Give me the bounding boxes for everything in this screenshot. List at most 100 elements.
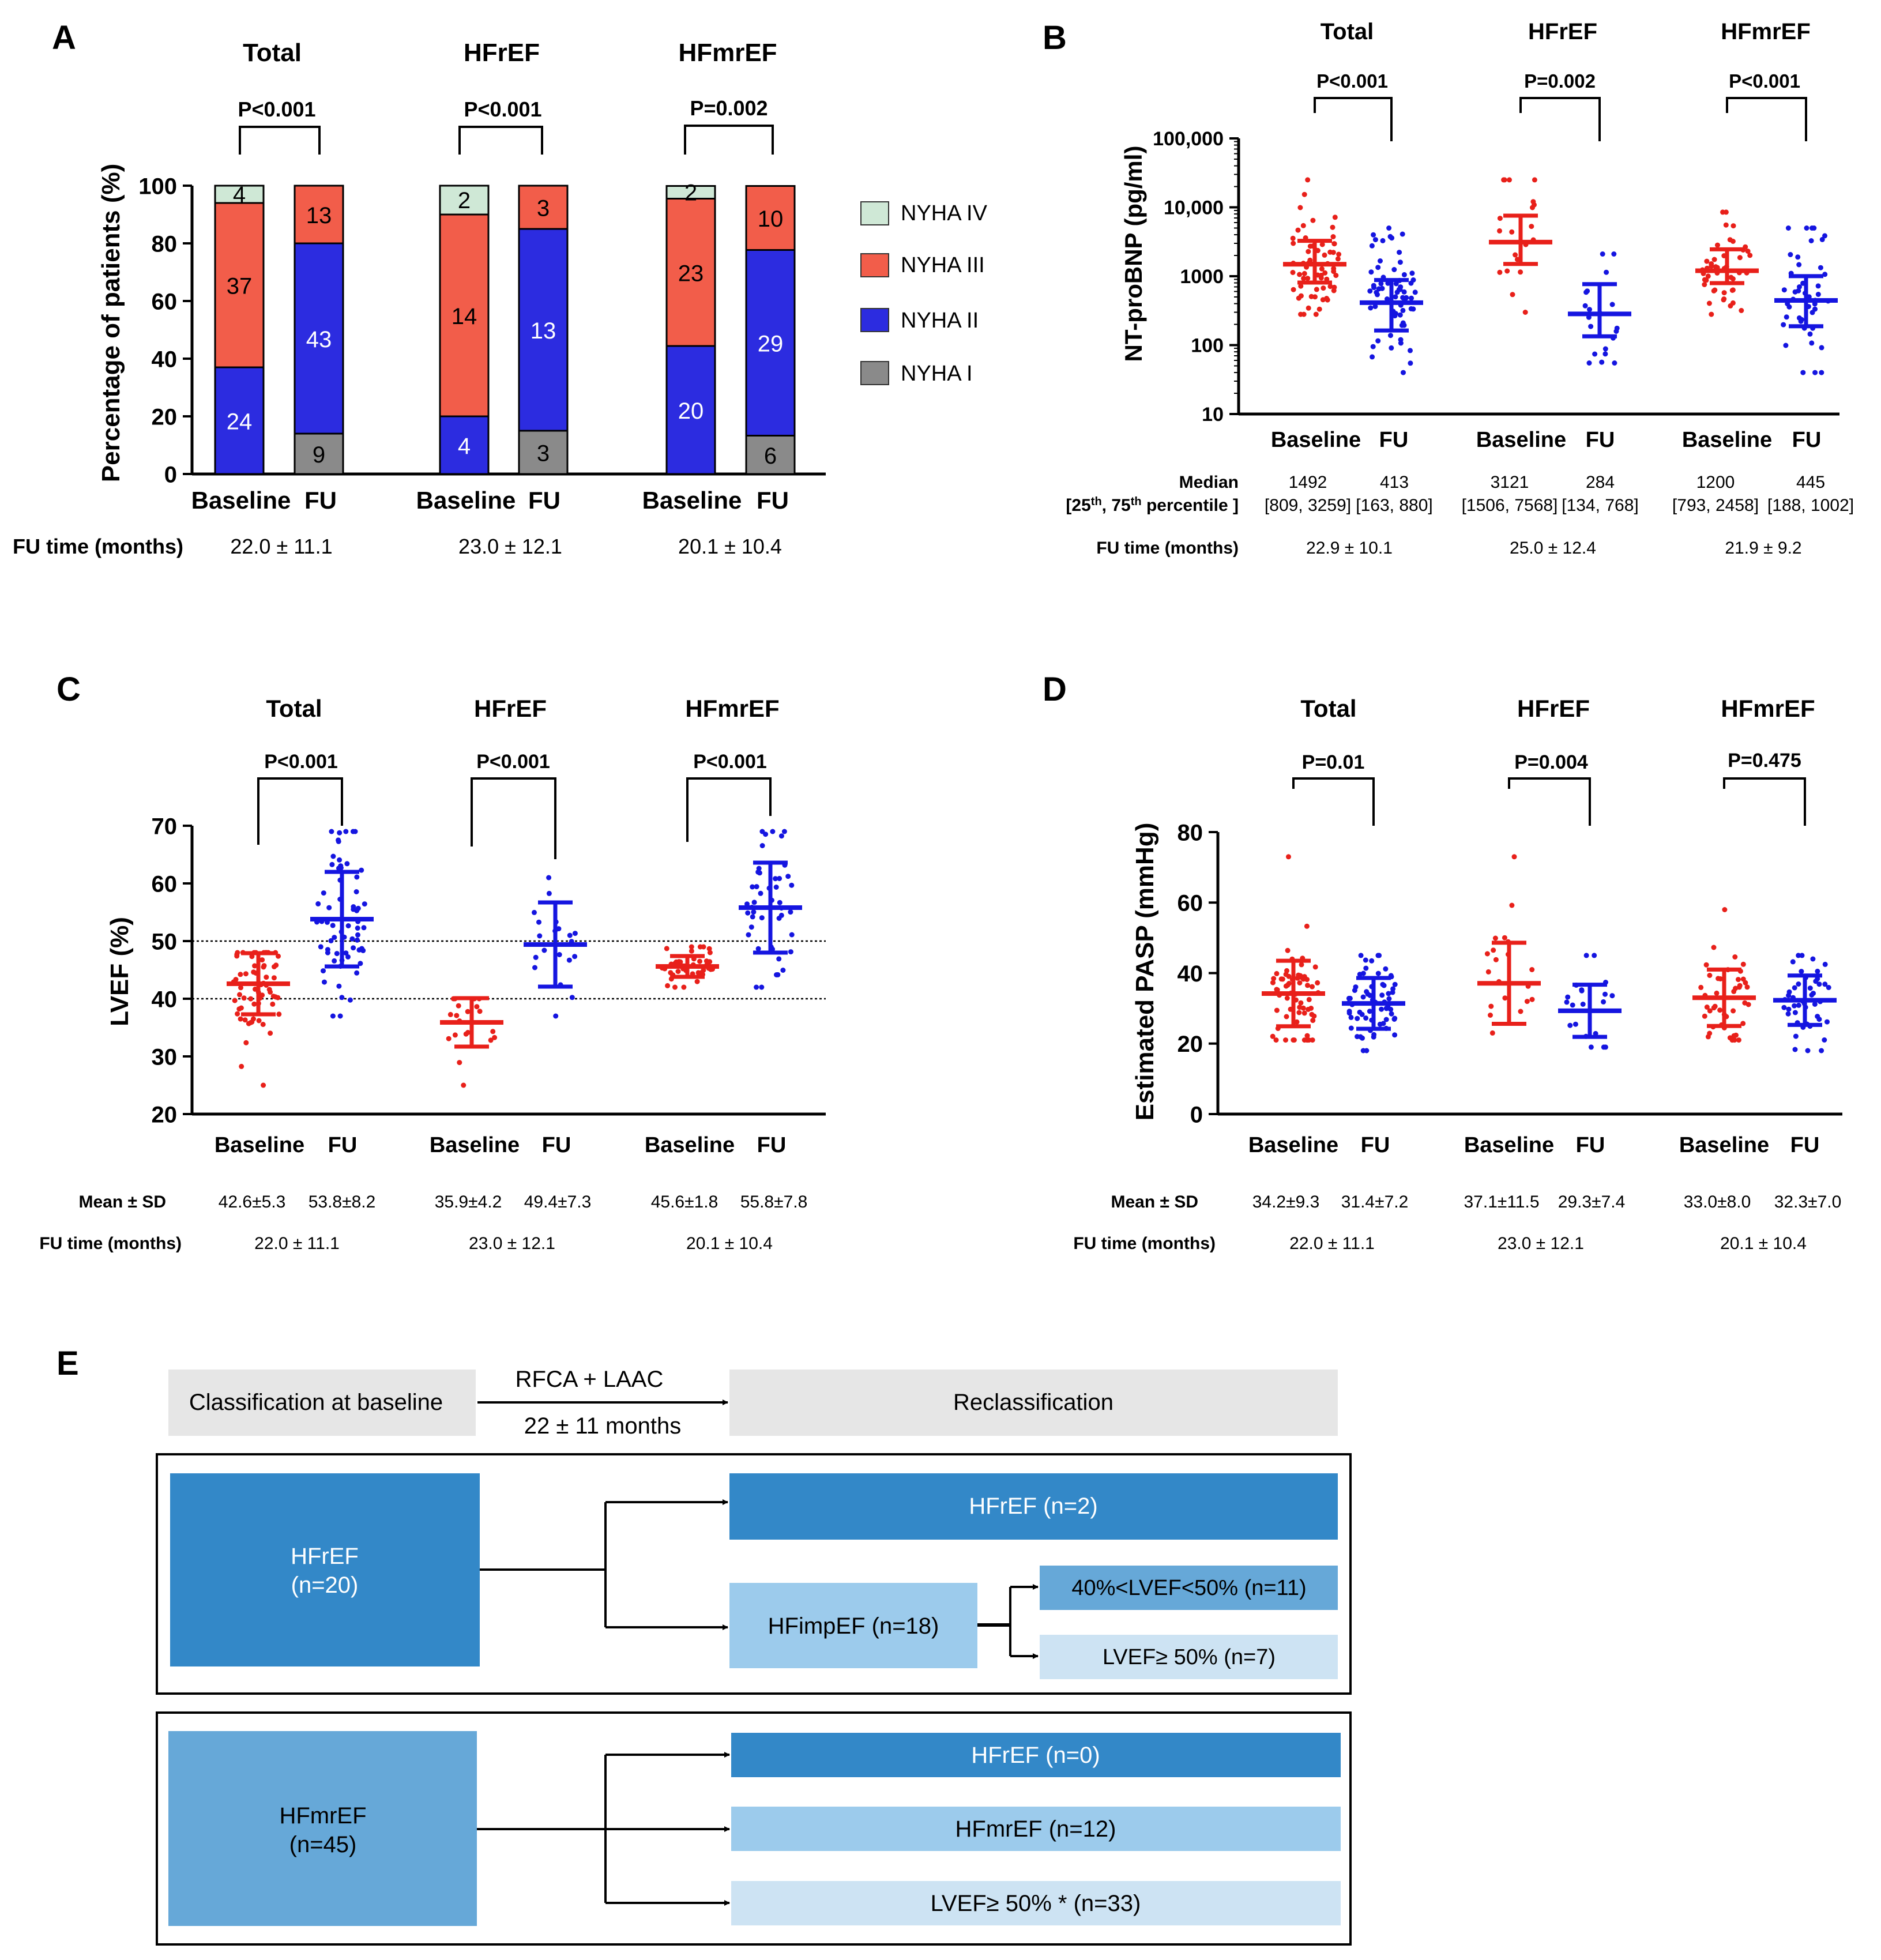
panel-b-hfmref-baseline-dot bbox=[1730, 276, 1736, 281]
target-box-hfref-n0 bbox=[731, 1733, 1341, 1777]
panel-d-total-baseline-dot bbox=[1304, 1033, 1310, 1039]
panel-b-hfref-fu-dot bbox=[1588, 323, 1594, 329]
panel-d-total-baseline-dot bbox=[1300, 1005, 1306, 1011]
panel-c-bracket-hfref bbox=[471, 777, 556, 859]
panel-a-bracket-total bbox=[239, 126, 321, 155]
panel-b-total-baseline-dot bbox=[1313, 311, 1319, 317]
panel-d-hfmref-baseline-dot bbox=[1736, 1037, 1741, 1043]
panel-c-hfmref-fu-dot bbox=[746, 932, 751, 938]
bar-segment-label-nyha-ii: 29 bbox=[758, 332, 784, 357]
panel-c-total-fu-dot bbox=[330, 923, 336, 928]
panel-a-bracket-hfref bbox=[458, 126, 543, 155]
bar-segment-nyha-ii bbox=[665, 345, 716, 475]
panel-b-total-baseline-dot bbox=[1312, 294, 1318, 300]
panel-c-hfmref-fu-dot bbox=[785, 874, 791, 879]
bar-segment-nyha-ii bbox=[439, 415, 490, 475]
panel-b-total-baseline-dot bbox=[1324, 276, 1330, 282]
panel-b-total-fu-dot bbox=[1400, 295, 1406, 300]
panel-d-total-baseline-dot bbox=[1284, 995, 1290, 1001]
panel-b-hfmref-baseline-dot bbox=[1711, 288, 1717, 294]
panel-d-hfmref-fu-dot bbox=[1822, 1037, 1827, 1043]
panel-b-hfmref-fu-dot bbox=[1815, 283, 1821, 289]
panel-d-total-fu-dot bbox=[1348, 1025, 1354, 1031]
panel-c-total-fu-dot bbox=[332, 935, 337, 941]
panel-c-total-baseline-dot bbox=[268, 1030, 273, 1036]
panel-d-fu-time-total: 22.0 ± 11.1 bbox=[1289, 1234, 1375, 1253]
panel-c-hfmref-fu-dot bbox=[770, 829, 776, 834]
panel-c-total-fu-dot bbox=[349, 936, 355, 942]
panel-c-total-fu-dot bbox=[356, 947, 362, 953]
panel-d-mean-hfmref-baseline: 33.0±8.0 bbox=[1684, 1192, 1751, 1212]
panel-d-total-baseline-dot bbox=[1306, 996, 1312, 1002]
panel-b-hfref-baseline-dot bbox=[1510, 292, 1515, 298]
panel-b-hfref-baseline-dot bbox=[1522, 310, 1528, 315]
panel-b-total-fu-dot bbox=[1370, 354, 1375, 360]
panel-d-hfmref-baseline-dot bbox=[1718, 976, 1723, 981]
panel-d-total-baseline-dot bbox=[1310, 984, 1315, 990]
panel-b-percentile-label: [25th, 75th percentile ] bbox=[1066, 495, 1239, 515]
panel-c-hfmref-fu-dot bbox=[777, 900, 783, 905]
panel-b-hfmref-fu-dot bbox=[1822, 272, 1828, 277]
panel-c-total-fu-dot bbox=[359, 867, 364, 873]
panel-c-ylabel: LVEF (%) bbox=[106, 917, 134, 1026]
target-hfimpef-text: HFimpEF (n=18) bbox=[768, 1613, 939, 1639]
panel-b-hfmref-baseline-dot bbox=[1747, 253, 1753, 258]
panel-b-ylabel: NT-proBNP (pg/ml) bbox=[1120, 146, 1147, 362]
panel-b-axes: 10 100 1000 10,000 100,000 bbox=[1153, 128, 1839, 426]
panel-b-fu-time-label: FU time (months) bbox=[1096, 539, 1239, 558]
panel-c-hfmref-baseline-dot bbox=[689, 948, 694, 954]
panel-b-ytick-label: 100 bbox=[1191, 335, 1224, 357]
panel-d-total-fu-dot bbox=[1371, 1032, 1377, 1037]
panel-c-hfref-baseline-dot bbox=[454, 1013, 460, 1018]
panel-c-fu-time-hfmref: 20.1 ± 10.4 bbox=[686, 1234, 773, 1253]
panel-d-total-baseline-dot bbox=[1273, 1037, 1279, 1043]
panel-c-total-baseline-dot bbox=[261, 1082, 266, 1088]
panel-b-total-baseline-dot bbox=[1331, 269, 1337, 274]
panel-a-ytick-label: 80 bbox=[152, 231, 178, 257]
panel-c-ytick-label: 30 bbox=[152, 1044, 178, 1070]
panel-b-total-baseline-dot bbox=[1336, 251, 1342, 257]
panel-c-hfref-fu-dot bbox=[566, 957, 572, 963]
panel-d-hfmref-fu-dot bbox=[1796, 1002, 1801, 1008]
panel-a-group-title-total: Total bbox=[243, 39, 302, 67]
panel-c-ytick-label: 20 bbox=[152, 1102, 178, 1127]
panel-d-hfmref-fu-dot bbox=[1812, 1002, 1818, 1007]
panel-b-total-fu-dot bbox=[1388, 333, 1393, 338]
panel-b-hfref-baseline-dot bbox=[1518, 269, 1523, 275]
panel-d-hfref-fu-dot bbox=[1572, 1021, 1578, 1027]
panel-c-hfmref-baseline-dot bbox=[689, 944, 694, 950]
panel-b-total-fu-dot bbox=[1385, 296, 1390, 302]
bar-segment-label-nyha-iii: 10 bbox=[758, 206, 784, 232]
panel-c-total-fu-dot bbox=[360, 947, 366, 953]
panel-c-total-baseline-dot bbox=[238, 1016, 243, 1022]
panel-d-fu-time-hfmref: 20.1 ± 10.4 bbox=[1720, 1234, 1807, 1253]
panel-a-ytick-label: 60 bbox=[152, 289, 178, 314]
panel-b-hfref-fu-dot bbox=[1583, 289, 1589, 295]
panel-b-hfmref-baseline-dot bbox=[1703, 277, 1709, 283]
panel-d-hfref-fu-dot bbox=[1570, 1002, 1575, 1008]
panel-d-total-baseline-dot bbox=[1278, 976, 1284, 982]
panel-d-ytick-label: 40 bbox=[1177, 961, 1203, 987]
panel-b-hfref-baseline-dot bbox=[1502, 177, 1507, 183]
panel-c-total-baseline-dot bbox=[271, 975, 277, 981]
panel-c-plot bbox=[227, 829, 802, 1088]
panel-b-total-baseline-dot bbox=[1327, 284, 1333, 289]
panel-b-total-fu-dot bbox=[1397, 250, 1402, 255]
panel-b-total-baseline-dot bbox=[1314, 287, 1319, 292]
panel-d-hfmref-baseline-dot bbox=[1717, 1007, 1723, 1013]
panel-d-hfmref-baseline-dot bbox=[1702, 1013, 1707, 1019]
panel-c-total-baseline-dot bbox=[243, 1040, 249, 1045]
legend-label-nyha-iii: NYHA III bbox=[901, 253, 985, 277]
panel-b-ytick-label: 1000 bbox=[1180, 266, 1224, 288]
panel-c-total-baseline-dot bbox=[256, 1018, 262, 1024]
panel-d-mean-hfmref-fu: 32.3±7.0 bbox=[1774, 1192, 1842, 1212]
panel-b-hfref-baseline-dot bbox=[1497, 269, 1503, 275]
panel-b-hfmref-fu-dot bbox=[1808, 238, 1814, 243]
panel-c-total-fu-dot bbox=[330, 1013, 336, 1019]
panel-c-hfref-fu-dot bbox=[553, 1013, 559, 1019]
header-arrow-top-text: RFCA + LAAC bbox=[516, 1367, 664, 1392]
panel-d-total-baseline-dot bbox=[1291, 1037, 1297, 1043]
bar-segment-nyha-iv bbox=[214, 185, 265, 204]
panel-b-hfref-baseline-dot bbox=[1532, 177, 1537, 183]
panel-d-hfmref-baseline-dot bbox=[1733, 1032, 1739, 1038]
